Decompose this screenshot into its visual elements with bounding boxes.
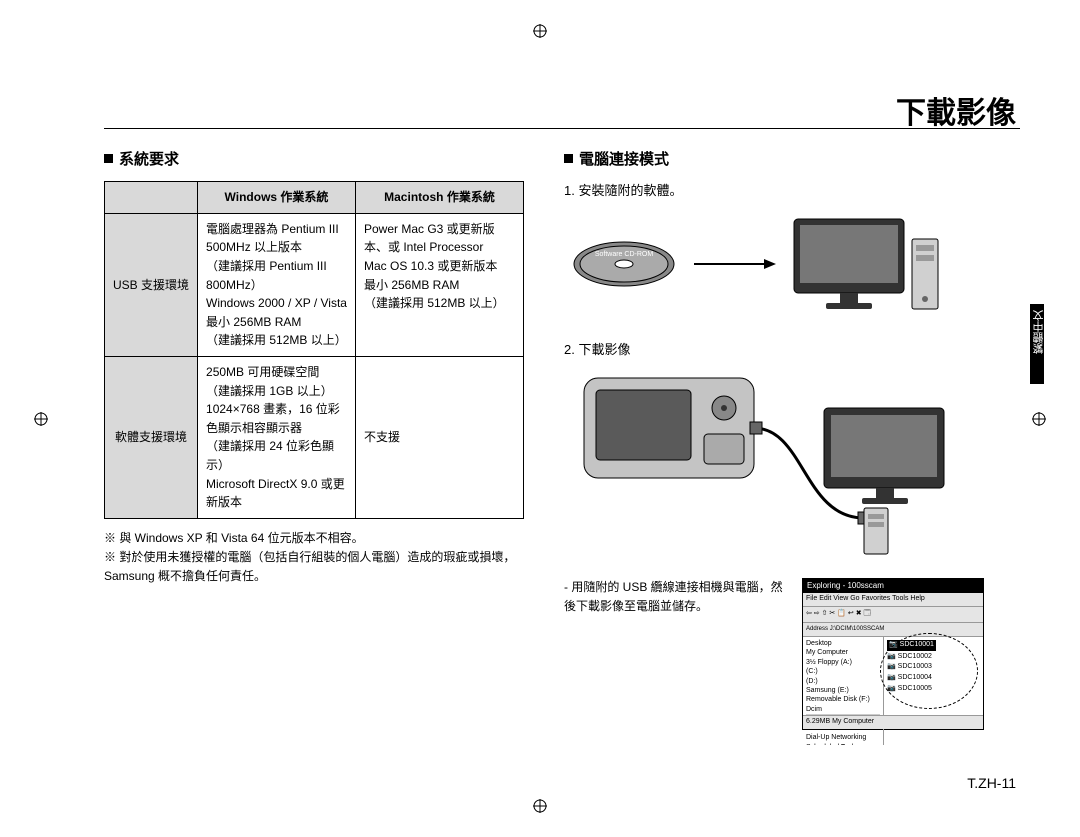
page-number: T.ZH-11 [967, 775, 1016, 791]
tree-item: (C:) [806, 667, 880, 676]
side-tab-label: 繁體中文 [1030, 304, 1048, 360]
title-rule [104, 128, 1020, 129]
tree-item: Scheduled Tasks [806, 743, 880, 745]
cell-usb-win: 電腦處理器為 Pentium III 500MHz 以上版本 （建議採用 Pen… [198, 213, 356, 356]
heading-right: 電腦連接模式 [564, 148, 984, 171]
crop-left-icon [34, 412, 48, 426]
th-windows: Windows 作業系統 [198, 182, 356, 214]
tree-item: Dial-Up Networking [806, 733, 880, 742]
tree-item: (D:) [806, 677, 880, 686]
tree-item: Desktop [806, 639, 880, 648]
note-2: ※ 對於使用未獲授權的電腦（包括自行組裝的個人電腦）造成的瑕疵或損壞，Samsu… [104, 548, 524, 586]
note-1: ※ 與 Windows XP 和 Vista 64 位元版本不相容。 [104, 529, 524, 548]
explorer-address: Address J:\DCIM\100SSCAM [803, 623, 983, 637]
crop-bottom-icon [533, 799, 547, 813]
explorer-toolbar: ⇦ ⇨ ⇧ ✂ 📋 ↩ ✖ 🗔 [803, 607, 983, 623]
heading-left: 系統要求 [104, 148, 524, 171]
step-1: 1. 安裝隨附的軟體。 [564, 181, 984, 201]
page-title: 下載影像 [896, 88, 1016, 132]
crop-top-icon [533, 24, 547, 38]
heading-right-text: 電腦連接模式 [579, 151, 669, 168]
explorer-window: Exploring - 100sscam File Edit View Go F… [802, 578, 984, 730]
tree-item: Dcim [806, 705, 880, 714]
side-tab: 繁體中文 [1030, 304, 1044, 384]
connect-note: - 用隨附的 USB 纜線連接相機與電腦，然後下載影像至電腦並儲存。 [564, 578, 788, 616]
explorer-menu: File Edit View Go Favorites Tools Help [803, 593, 983, 607]
illustration-connect [564, 368, 984, 564]
disc-label: Software CD-ROM [595, 251, 654, 258]
cell-sw-win: 250MB 可用硬碟空間 （建議採用 1GB 以上） 1024×768 畫素，1… [198, 357, 356, 519]
explorer-title: Exploring - 100sscam [803, 579, 983, 593]
step-2: 2. 下載影像 [564, 340, 984, 360]
heading-left-text: 系統要求 [119, 151, 179, 168]
illustration-install: Software CD-ROM [564, 209, 984, 325]
tree-item: Samsung (E:) [806, 686, 880, 695]
th-mac: Macintosh 作業系統 [355, 182, 523, 214]
row-label-usb: USB 支援環境 [105, 213, 198, 356]
selection-highlight-icon [880, 633, 978, 709]
cell-sw-mac: 不支援 [355, 357, 523, 519]
requirements-table: Windows 作業系統 Macintosh 作業系統 USB 支援環境 電腦處… [104, 181, 524, 519]
cell-usb-mac: Power Mac G3 或更新版本、或 Intel Processor Mac… [355, 213, 523, 356]
explorer-address-value: J:\DCIM\100SSCAM [830, 626, 885, 632]
tree-item: 3½ Floppy (A:) [806, 658, 880, 667]
row-label-sw: 軟體支援環境 [105, 357, 198, 519]
tree-item: My Computer [806, 648, 880, 657]
crop-right-icon [1032, 412, 1046, 426]
explorer-status: 6.29MB My Computer [803, 715, 983, 729]
tree-item: Removable Disk (F:) [806, 695, 880, 704]
